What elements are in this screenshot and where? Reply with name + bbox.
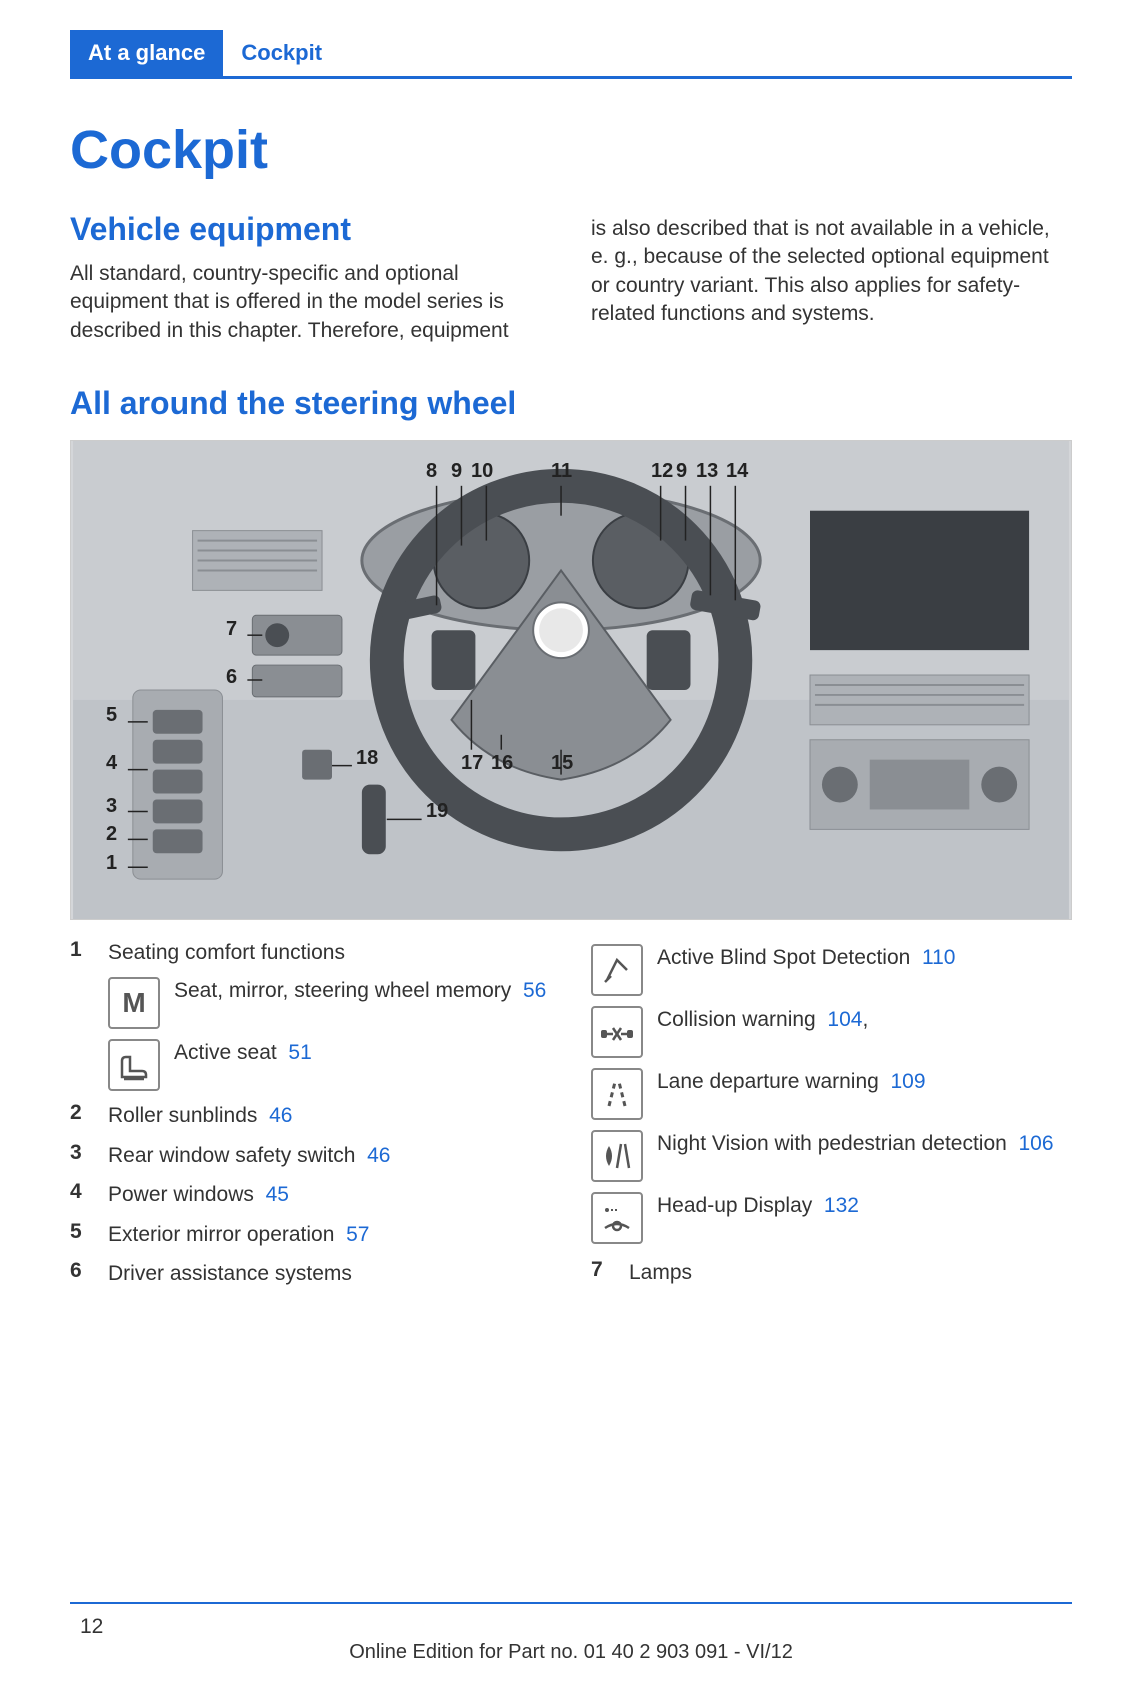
legend-text-1: Seating comfort functions — [108, 938, 551, 967]
page-title: Cockpit — [70, 119, 1142, 181]
legend-text-4: Power windows 45 — [108, 1180, 551, 1209]
legend-icon-lane-text: Lane departure warning 109 — [657, 1068, 1072, 1096]
footer-line — [70, 1602, 1072, 1604]
callout-17: 17 — [461, 752, 483, 775]
callout-6: 6 — [226, 666, 237, 689]
legend-text-5: Exterior mirror operation 57 — [108, 1220, 551, 1249]
memory-icon: M — [108, 977, 160, 1029]
callout-4: 4 — [106, 752, 117, 775]
vehicle-equipment-heading: Vehicle equipment — [70, 211, 551, 248]
steering-wheel-diagram: 8 9 10 11 12 9 13 14 7 6 5 4 3 2 1 18 19… — [70, 440, 1072, 920]
page-ref[interactable]: 110 — [922, 946, 955, 969]
page-ref[interactable]: 106 — [1019, 1132, 1054, 1155]
page-ref[interactable]: 51 — [288, 1041, 311, 1064]
callout-3: 3 — [106, 795, 117, 818]
callout-2: 2 — [106, 823, 117, 846]
vehicle-equipment-section: Vehicle equipment All standard, country-… — [70, 211, 1072, 345]
callout-18: 18 — [356, 747, 378, 770]
legend-icon-collision: Collision warning 104, — [591, 1006, 1072, 1058]
vehicle-equipment-para-left: All standard, country-specific and optio… — [70, 260, 551, 345]
vehicle-equipment-left: Vehicle equipment All standard, country-… — [70, 211, 551, 345]
page-ref[interactable]: 46 — [367, 1144, 390, 1167]
legend-row-2: 2 Roller sunblinds 46 — [70, 1101, 551, 1130]
night-vision-icon — [591, 1130, 643, 1182]
legend-icon-blindspot: Active Blind Spot Detection 110 — [591, 944, 1072, 996]
legend-row-3: 3 Rear window safety switch 46 — [70, 1141, 551, 1170]
callout-11: 11 — [551, 460, 572, 483]
page-ref[interactable]: 132 — [824, 1194, 859, 1217]
blindspot-icon — [591, 944, 643, 996]
header-tab-primary: At a glance — [70, 30, 223, 76]
page-ref[interactable]: 109 — [891, 1070, 926, 1093]
callout-9a: 9 — [451, 460, 462, 483]
legend-icon-memory-text: Seat, mirror, steering wheel memory 56 — [174, 977, 551, 1005]
legend-col-right: Active Blind Spot Detection 110 Collisio… — [591, 938, 1072, 1298]
legend-icon-night-text: Night Vision with pedestrian detection 1… — [657, 1130, 1072, 1158]
legend-icon-hud: Head-up Display 132 — [591, 1192, 1072, 1244]
page-ref[interactable]: 46 — [269, 1104, 292, 1127]
legend-icon-memory: M Seat, mirror, steering wheel memory 56 — [108, 977, 551, 1029]
hud-icon — [591, 1192, 643, 1244]
callout-16: 16 — [491, 752, 513, 775]
legend-icon-blindspot-text: Active Blind Spot Detection 110 — [657, 944, 1072, 972]
legend-num-6: 6 — [70, 1259, 94, 1283]
vehicle-equipment-para-right: is also described that is not available … — [591, 215, 1072, 328]
legend-icon-collision-text: Collision warning 104, — [657, 1006, 1072, 1034]
callout-15: 15 — [551, 752, 573, 775]
page-ref[interactable]: 104 — [827, 1008, 862, 1031]
legend-text-3: Rear window safety switch 46 — [108, 1141, 551, 1170]
legend-icon-night: Night Vision with pedestrian detection 1… — [591, 1130, 1072, 1182]
vehicle-equipment-right: is also described that is not available … — [591, 211, 1072, 345]
legend-row-1: 1 Seating comfort functions — [70, 938, 551, 967]
legend-icon-active-seat: Active seat 51 — [108, 1039, 551, 1091]
legend-icon-lane: Lane departure warning 109 — [591, 1068, 1072, 1120]
lane-icon — [591, 1068, 643, 1120]
page-ref[interactable]: 45 — [266, 1183, 289, 1206]
steering-wheel-svg — [71, 441, 1071, 919]
header-underline — [70, 76, 1072, 79]
callout-5: 5 — [106, 704, 117, 727]
legend-num-7: 7 — [591, 1258, 615, 1282]
callout-7: 7 — [226, 618, 237, 641]
legend-text-6: Driver assistance systems — [108, 1259, 551, 1288]
callout-12: 12 — [651, 460, 673, 483]
callout-9b: 9 — [676, 460, 687, 483]
legend-num-3: 3 — [70, 1141, 94, 1165]
legend-num-2: 2 — [70, 1101, 94, 1125]
collision-icon — [591, 1006, 643, 1058]
header-bar: At a glance Cockpit — [70, 30, 1142, 76]
legend-text-2: Roller sunblinds 46 — [108, 1101, 551, 1130]
footer-edition: Online Edition for Part no. 01 40 2 903 … — [0, 1641, 1142, 1664]
legend-row-6: 6 Driver assistance systems — [70, 1259, 551, 1288]
callout-19: 19 — [426, 800, 448, 823]
callout-8: 8 — [426, 460, 437, 483]
legend-text-7: Lamps — [629, 1258, 1072, 1287]
legend-row-7: 7 Lamps — [591, 1258, 1072, 1287]
legend-num-4: 4 — [70, 1180, 94, 1204]
steering-wheel-heading: All around the steering wheel — [70, 385, 1142, 422]
callout-14: 14 — [726, 460, 748, 483]
seat-icon — [108, 1039, 160, 1091]
legend-icon-active-seat-text: Active seat 51 — [174, 1039, 551, 1067]
page-ref[interactable]: 56 — [523, 979, 546, 1002]
legend-col-left: 1 Seating comfort functions M Seat, mirr… — [70, 938, 551, 1298]
legend-row-5: 5 Exterior mirror operation 57 — [70, 1220, 551, 1249]
callout-10: 10 — [471, 460, 493, 483]
legend: 1 Seating comfort functions M Seat, mirr… — [70, 938, 1072, 1298]
page-ref[interactable]: 57 — [346, 1223, 369, 1246]
legend-row-4: 4 Power windows 45 — [70, 1180, 551, 1209]
callout-13: 13 — [696, 460, 718, 483]
page-number: 12 — [80, 1615, 103, 1639]
legend-icon-hud-text: Head-up Display 132 — [657, 1192, 1072, 1220]
legend-num-5: 5 — [70, 1220, 94, 1244]
header-tab-secondary: Cockpit — [223, 30, 340, 76]
legend-num-1: 1 — [70, 938, 94, 962]
callout-1: 1 — [106, 852, 117, 875]
